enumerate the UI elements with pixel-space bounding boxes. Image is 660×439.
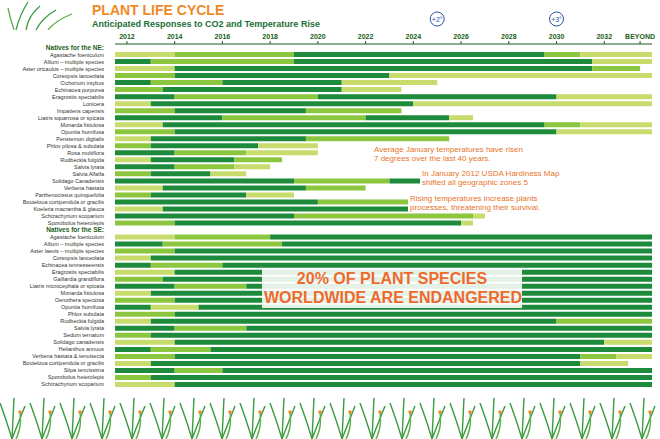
svg-text:Stipa tenuissima: Stipa tenuissima	[64, 367, 105, 373]
svg-text:Liatris microcephala or spicat: Liatris microcephala or spicata	[30, 283, 105, 289]
svg-text:Rosa multiflora: Rosa multiflora	[67, 150, 105, 156]
svg-text:+3°: +3°	[551, 16, 562, 23]
svg-text:Solidago canadensis: Solidago canadensis	[53, 339, 104, 345]
svg-text:2028: 2028	[501, 33, 517, 40]
svg-text:Rudbeckia fulgida: Rudbeckia fulgida	[60, 157, 105, 163]
svg-text:Solidago Canadensis: Solidago Canadensis	[52, 178, 104, 184]
svg-text:Monarda fistulosa: Monarda fistulosa	[61, 290, 105, 296]
svg-text:Schizachyrium scoparium: Schizachyrium scoparium	[41, 213, 104, 219]
svg-text:Eragrostis spectabilis: Eragrostis spectabilis	[52, 94, 104, 100]
svg-text:Salvia lyrata: Salvia lyrata	[74, 164, 105, 170]
svg-text:Phlox pilosa & subulata: Phlox pilosa & subulata	[47, 143, 105, 149]
svg-text:Echinacea purpurea: Echinacea purpurea	[55, 87, 105, 93]
svg-text:Koeleria macrantha & glauca: Koeleria macrantha & glauca	[33, 206, 105, 212]
svg-text:Oenothera speciosa: Oenothera speciosa	[55, 297, 105, 303]
svg-text:Coreopsis lanceolata: Coreopsis lanceolata	[53, 73, 105, 79]
svg-text:Helianthus annuus: Helianthus annuus	[58, 346, 104, 352]
svg-text:2026: 2026	[453, 33, 469, 40]
svg-text:Agastache foeniculum: Agastache foeniculum	[50, 234, 105, 240]
html-text:Average January temperatures h: Average January temperatures have risen	[374, 145, 523, 154]
svg-text:Natives for the SE:: Natives for the SE:	[46, 226, 104, 233]
svg-text:2022: 2022	[358, 33, 374, 40]
html-text:shifted all geographic zones 5: shifted all geographic zones 5	[422, 178, 528, 187]
svg-text:Bouteloua curtipendula or grac: Bouteloua curtipendula or gracilis	[23, 360, 105, 366]
svg-text:2016: 2016	[215, 33, 231, 40]
svg-text:Verbena hastata & tenuisecta: Verbena hastata & tenuisecta	[32, 353, 105, 359]
svg-text:Sedum ternatum: Sedum ternatum	[63, 332, 104, 338]
svg-text:Bouteloua curtipendula or grac: Bouteloua curtipendula or gracilis	[23, 199, 105, 205]
svg-text:Gaillardia grandiflora: Gaillardia grandiflora	[53, 276, 105, 282]
svg-text:Aster laevis – multiple specie: Aster laevis – multiple species	[30, 248, 104, 254]
svg-text:Verbena hastata: Verbena hastata	[64, 185, 105, 191]
html-text:In January 2012 USDA Hardiness: In January 2012 USDA Hardiness Map	[422, 169, 560, 178]
svg-text:Opuntia humifusa: Opuntia humifusa	[61, 304, 105, 310]
html-text:7 degrees over the last 40 yea: 7 degrees over the last 40 years.	[374, 154, 491, 163]
svg-text:2032: 2032	[596, 33, 612, 40]
svg-text:2018: 2018	[262, 33, 278, 40]
svg-text:Natives for the NE:: Natives for the NE:	[46, 44, 104, 51]
svg-text:2030: 2030	[549, 33, 565, 40]
html-text:20% OF PLANT SPECIES: 20% OF PLANT SPECIES	[296, 270, 488, 287]
svg-text:+2°: +2°	[432, 16, 443, 23]
svg-text:Rudbeckia fulgida: Rudbeckia fulgida	[60, 318, 105, 324]
html-text:WORLDWIDE ARE ENDANGERED: WORLDWIDE ARE ENDANGERED	[264, 289, 523, 306]
html-text:PLANT LIFE CYCLE: PLANT LIFE CYCLE	[92, 2, 225, 18]
svg-text:Sporobolus heterolepis: Sporobolus heterolepis	[47, 220, 104, 226]
svg-text:Lonicera: Lonicera	[83, 101, 105, 107]
html-text:Rising temperatures increase p: Rising temperatures increase plants	[410, 194, 538, 203]
svg-text:Opuntia humifusa: Opuntia humifusa	[61, 129, 105, 135]
svg-text:Eragrostis spectabilis: Eragrostis spectabilis	[52, 269, 104, 275]
svg-text:2012: 2012	[119, 33, 135, 40]
svg-text:Salvia lyrata: Salvia lyrata	[74, 325, 105, 331]
svg-text:2020: 2020	[310, 33, 326, 40]
svg-text:Parthenocissus quinquefolia: Parthenocissus quinquefolia	[35, 192, 105, 198]
svg-text:Allium – multiple species: Allium – multiple species	[44, 59, 104, 65]
svg-text:Allium – multiple species: Allium – multiple species	[44, 241, 104, 247]
svg-text:Phlox subulata: Phlox subulata	[68, 311, 105, 317]
svg-text:Impatiens capensis: Impatiens capensis	[57, 108, 104, 114]
svg-text:Coreopsis lanceolata: Coreopsis lanceolata	[53, 255, 105, 261]
svg-text:Aster oricaulos – multiple spe: Aster oricaulos – multiple species	[22, 66, 104, 72]
html-text:Anticipated Responses to CO2 a: Anticipated Responses to CO2 and Tempera…	[92, 19, 320, 29]
svg-text:Agastache foeniculum: Agastache foeniculum	[50, 52, 105, 58]
svg-text:2024: 2024	[406, 33, 422, 40]
svg-text:Salvia Alfalfa: Salvia Alfalfa	[73, 171, 105, 177]
svg-text:Cichorium intybus: Cichorium intybus	[60, 80, 104, 86]
svg-text:Liatris squarrosa or spicata: Liatris squarrosa or spicata	[38, 115, 105, 121]
svg-text:Echinacea tennesseensis: Echinacea tennesseensis	[42, 262, 105, 268]
svg-text:2014: 2014	[167, 33, 183, 40]
svg-text:Sporobolus heterolepis: Sporobolus heterolepis	[48, 374, 105, 380]
html-text:processes, threatening their s: processes, threatening their survival.	[410, 203, 541, 212]
svg-text:Penstemon digitalis: Penstemon digitalis	[56, 136, 104, 142]
svg-text:Monarda fistulosa: Monarda fistulosa	[61, 122, 105, 128]
svg-text:Schizachyrium scoparium: Schizachyrium scoparium	[41, 381, 104, 387]
svg-text:BEYOND: BEYOND	[625, 33, 655, 40]
